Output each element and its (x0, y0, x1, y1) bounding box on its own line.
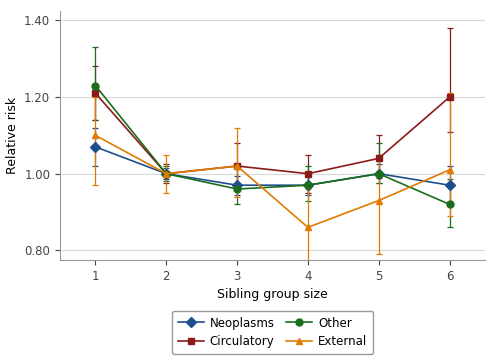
Y-axis label: Relative risk: Relative risk (6, 97, 18, 174)
X-axis label: Sibling group size: Sibling group size (217, 288, 328, 301)
Legend: Neoplasms, Circulatory, Other, External: Neoplasms, Circulatory, Other, External (172, 311, 374, 355)
